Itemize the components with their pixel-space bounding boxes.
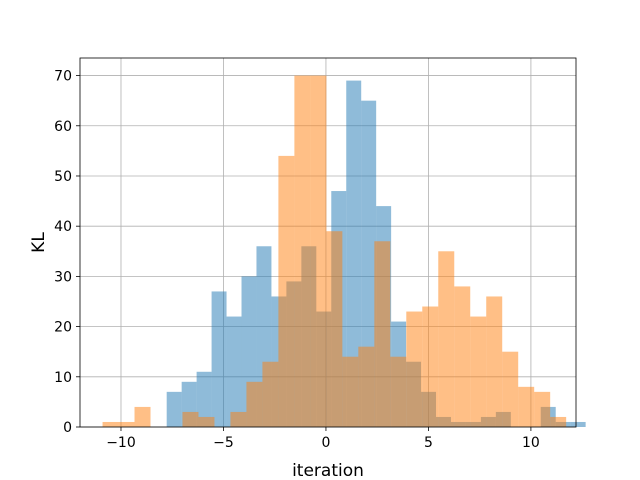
y-tick-label: 50 (54, 169, 72, 185)
histogram-bar-series-1 (211, 291, 227, 427)
histogram-bar-series-2 (326, 231, 343, 427)
histogram-bar-series-2 (246, 381, 263, 427)
histogram-bar-series-2 (390, 356, 407, 427)
histogram-bar-series-2 (534, 391, 551, 427)
y-axis-ticks: 0 10 20 30 40 50 60 70 (54, 69, 80, 436)
histogram-bar-series-2 (198, 416, 215, 427)
histogram-bar-series-1 (166, 391, 182, 427)
x-tick-label: 0 (321, 435, 330, 451)
x-axis-ticks: −10 −5 0 5 10 (106, 427, 540, 451)
x-axis-label: iteration (292, 461, 364, 480)
x-tick-label: −5 (213, 435, 234, 451)
histogram-bar-series-2 (262, 361, 279, 427)
histogram-bar-series-2 (422, 306, 439, 427)
y-tick-label: 40 (54, 219, 72, 235)
y-tick-label: 60 (54, 119, 72, 135)
histogram-bar-series-2 (342, 356, 359, 427)
y-tick-label: 30 (54, 269, 72, 285)
y-tick-label: 20 (54, 320, 72, 336)
histogram-bar-series-2 (358, 346, 375, 427)
histogram-bar-series-2 (470, 316, 487, 427)
histogram-bars (102, 75, 586, 428)
y-tick-label: 70 (54, 69, 72, 85)
histogram-bar-series-2 (230, 411, 247, 427)
y-tick-label: 0 (63, 420, 72, 436)
histogram-bar-series-2 (102, 421, 119, 427)
y-axis-label: KL (29, 232, 49, 253)
histogram-bar-series-2 (406, 311, 423, 427)
histogram-bar-series-1 (361, 100, 377, 428)
histogram-bar-series-1 (196, 371, 212, 427)
histogram-bar-series-2 (454, 286, 471, 427)
histogram-bar-series-2 (278, 155, 295, 428)
x-tick-label: 10 (522, 435, 540, 451)
plot-frame (79, 57, 577, 428)
histogram-bar-series-1 (570, 421, 586, 427)
histogram-bar-series-1 (346, 80, 362, 428)
histogram-bar-series-2 (134, 406, 151, 427)
histogram-bar-series-2 (486, 296, 503, 427)
x-tick-label: −10 (106, 435, 136, 451)
histogram-bar-series-2 (518, 386, 535, 427)
histogram-bar-series-2 (182, 411, 199, 427)
y-tick-label: 10 (54, 370, 72, 386)
histogram-bar-series-2 (502, 351, 519, 427)
histogram-bar-series-2 (294, 75, 311, 428)
x-tick-label: 5 (424, 435, 433, 451)
histogram-bar-series-2 (310, 75, 327, 428)
histogram-bar-series-2 (374, 241, 391, 427)
histogram-bar-series-1 (226, 316, 242, 427)
histogram-bar-series-2 (118, 421, 135, 427)
histogram-bar-series-2 (550, 416, 567, 427)
histogram-bar-series-2 (438, 251, 455, 427)
